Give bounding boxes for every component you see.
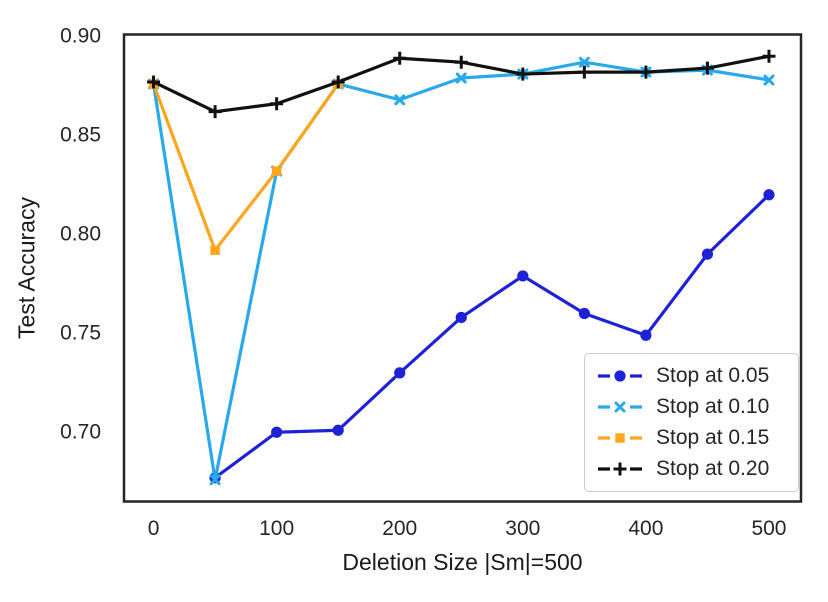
series-marker-2 (209, 474, 221, 486)
x-tick-label: 500 (751, 517, 787, 540)
series-marker-1 (578, 307, 590, 320)
y-tick-label: 0.90 (60, 24, 101, 48)
legend-line-sample (598, 370, 642, 382)
series-marker-4 (516, 67, 530, 81)
series-marker-2 (394, 94, 406, 106)
legend-item-4: Stop at 0.20 (597, 457, 798, 481)
series-marker-3 (210, 245, 220, 255)
legend-line-sample (598, 401, 642, 413)
series-marker-2 (455, 72, 467, 84)
series-line-3 (151, 82, 340, 252)
legend-line-sample (598, 433, 642, 443)
y-tick-label: 0.85 (60, 123, 101, 147)
series-marker-2 (578, 56, 590, 68)
legend-item-3: Stop at 0.15 (597, 426, 798, 450)
x-tick-label: 200 (382, 517, 418, 540)
x-tick-label: 0 (147, 517, 160, 540)
legend-label: Stop at 0.15 (656, 426, 770, 449)
legend-label: Stop at 0.20 (656, 457, 770, 480)
legend-sample-marker (613, 462, 627, 476)
series-marker-4 (393, 51, 407, 65)
legend-box: Stop at 0.05 Stop at 0.10 Stop at 0.15 Stop… (584, 353, 799, 492)
series-line-1 (213, 193, 771, 480)
series-marker-1 (701, 248, 714, 260)
y-tick-label: 0.80 (60, 222, 101, 246)
series-marker-4 (700, 61, 714, 75)
legend-sample-marker (614, 370, 626, 382)
series-marker-3 (271, 166, 282, 176)
x-tick-label: 400 (628, 517, 664, 540)
legend-sample-marker (615, 433, 625, 443)
y-tick-label: 0.70 (60, 420, 101, 444)
series-marker-4 (331, 75, 345, 89)
legend-item-2: Stop at 0.10 (597, 395, 798, 419)
legend-line-sample (598, 462, 642, 476)
legend-sample-marker (614, 401, 626, 413)
series-marker-4 (454, 55, 468, 69)
series-marker-1 (763, 189, 775, 201)
legend-item-1: Stop at 0.05 (597, 364, 798, 388)
series-marker-1 (517, 270, 529, 282)
legend-label: Stop at 0.05 (656, 364, 770, 387)
y-axis-label: Test Accuracy (13, 197, 40, 339)
series-marker-1 (455, 311, 467, 324)
series-marker-2 (763, 74, 775, 86)
series-marker-4 (147, 75, 161, 89)
series-marker-4 (762, 49, 776, 63)
series-marker-4 (577, 65, 591, 79)
axes-frame (122, 33, 803, 503)
series-marker-1 (271, 426, 283, 438)
x-tick-label: 300 (505, 517, 541, 540)
y-tick-label: 0.75 (60, 321, 101, 345)
x-tick-label: 100 (259, 517, 295, 540)
legend-label: Stop at 0.10 (656, 395, 770, 418)
series-marker-4 (639, 65, 653, 79)
x-axis-label: Deletion Size |Sm|=500 (342, 549, 583, 575)
series-marker-1 (394, 367, 406, 379)
series-marker-4 (208, 105, 222, 119)
series-marker-1 (332, 424, 344, 436)
series-marker-4 (270, 97, 284, 111)
series-marker-1 (640, 329, 652, 341)
